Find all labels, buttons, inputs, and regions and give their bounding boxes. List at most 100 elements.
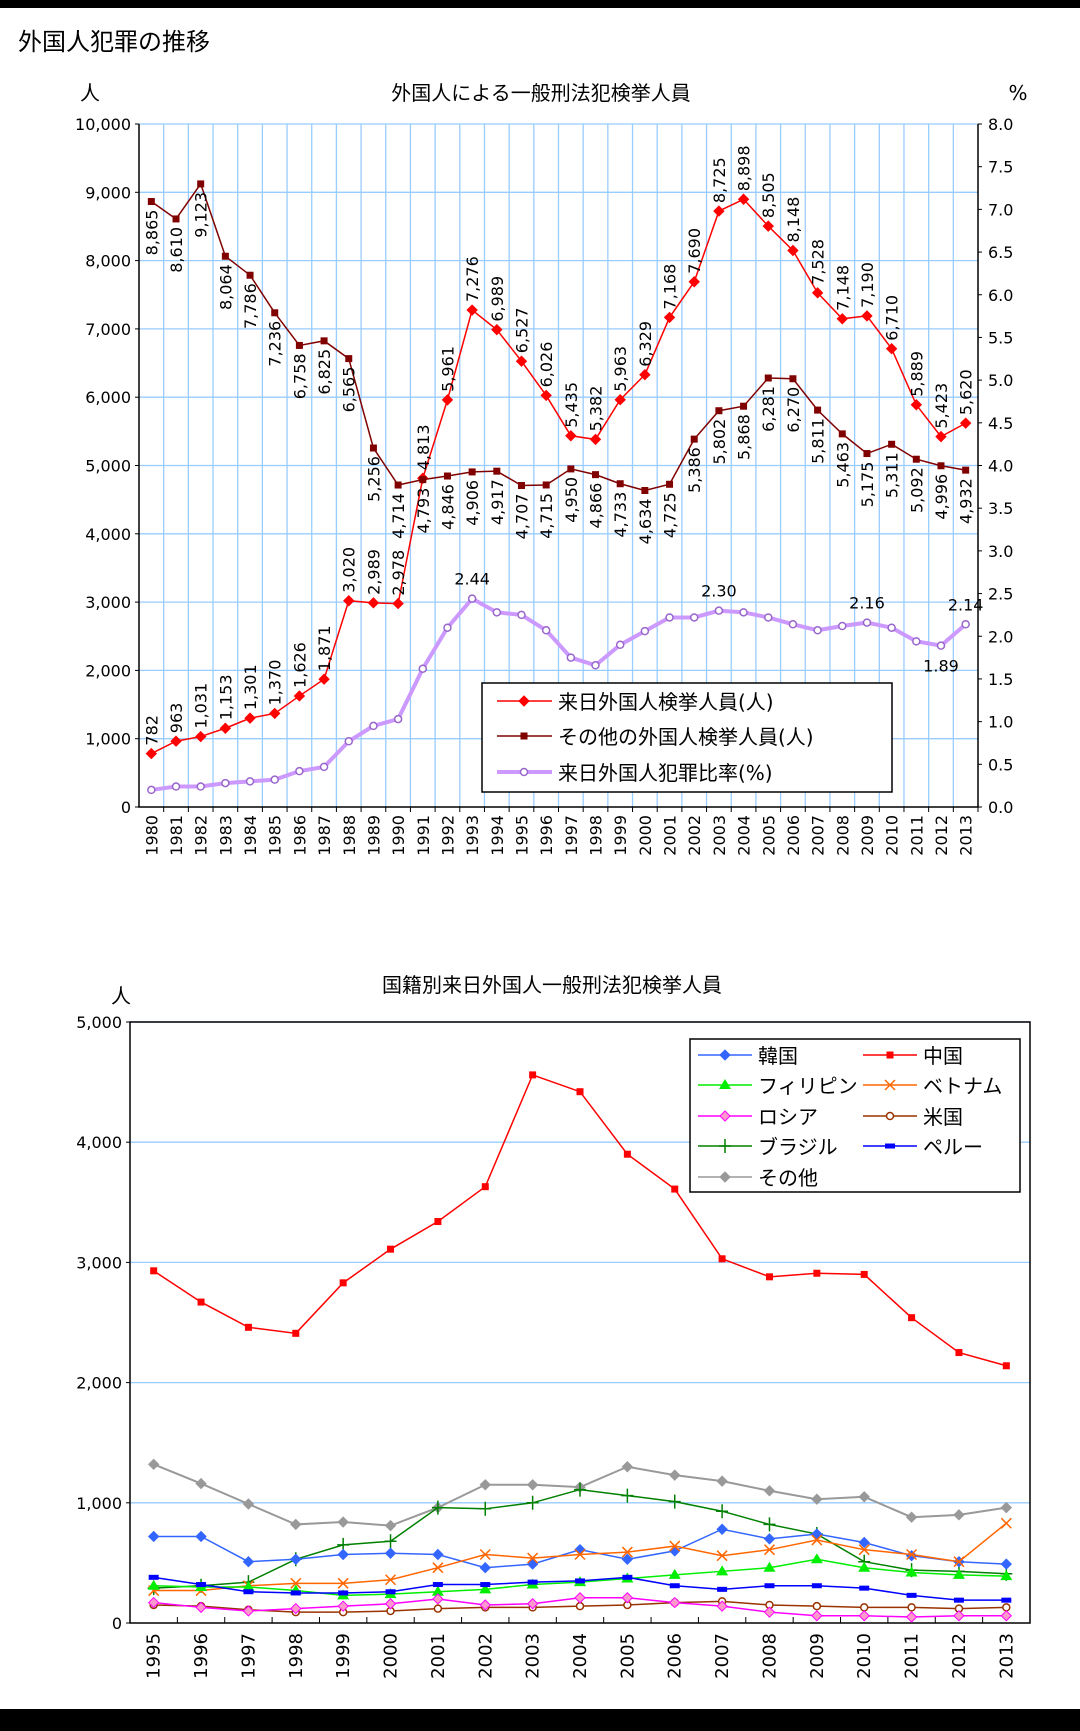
legend-label: 米国	[923, 1105, 963, 1129]
plot-area-2	[129, 1021, 1031, 1624]
data-label: 4,950	[562, 477, 581, 523]
data-point-5	[907, 1603, 916, 1612]
y-axis-unit: 人	[111, 984, 131, 1008]
data-label: 2,978	[389, 550, 408, 596]
legend-label: 中国	[923, 1044, 963, 1068]
data-point-2	[763, 1561, 776, 1572]
legend-label: ブラジル	[758, 1135, 838, 1159]
data-point-1	[592, 471, 600, 479]
y2-axis-unit: %	[1008, 81, 1027, 105]
data-label: 5,382	[587, 386, 606, 432]
data-label: 5,620	[957, 369, 976, 415]
data-point-2	[887, 623, 896, 632]
data-point-7	[148, 1574, 159, 1580]
data-point-1	[493, 467, 501, 475]
data-point-2	[665, 613, 674, 622]
data-point-0	[392, 597, 404, 610]
data-point-2	[566, 653, 576, 662]
data-point-0	[367, 597, 380, 609]
ratio-data-label: 2.16	[849, 594, 885, 613]
data-label: 1,626	[290, 642, 309, 688]
data-point-4	[479, 1599, 491, 1611]
data-point-0	[194, 730, 207, 743]
data-point-0	[713, 205, 725, 217]
y2-tick-label: 4.5	[988, 414, 1013, 433]
data-point-7	[717, 1586, 728, 1592]
data-point-1	[908, 1314, 916, 1322]
data-point-3	[953, 1556, 965, 1568]
data-point-0	[269, 707, 281, 720]
data-label: 5,463	[833, 442, 852, 488]
ratio-data-label: 2.14	[948, 595, 984, 614]
data-point-8	[147, 1458, 160, 1471]
y-tick-label: 1,000	[76, 1494, 122, 1513]
data-point-0	[337, 1548, 349, 1561]
data-point-2	[912, 637, 921, 646]
data-point-0	[432, 1548, 444, 1561]
data-label: 1,031	[192, 683, 211, 729]
data-point-1	[955, 1349, 963, 1357]
chart-title: 国籍別来日外国人一般刑法犯検挙人員	[382, 973, 722, 997]
data-label: 8,865	[142, 210, 161, 256]
x-tick-label: 2013	[957, 815, 976, 856]
x-tick-label: 1996	[537, 815, 556, 856]
data-label: 5,802	[710, 419, 729, 465]
data-point-7	[1001, 1597, 1012, 1603]
data-label: 7,690	[685, 228, 704, 274]
data-point-0	[762, 220, 774, 232]
data-point-2	[813, 626, 822, 635]
data-label: 9,123	[192, 192, 211, 238]
data-label: 5,889	[907, 351, 926, 397]
data-label: 4,707	[512, 494, 531, 540]
x-tick-label: 1993	[463, 815, 482, 856]
data-point-0	[763, 1533, 776, 1545]
data-point-2	[431, 1585, 444, 1596]
data-point-7	[432, 1582, 443, 1588]
data-point-6	[384, 1534, 397, 1549]
data-point-0	[515, 355, 528, 367]
x-tick-label: 2007	[809, 815, 828, 856]
data-point-3	[621, 1546, 633, 1558]
data-point-1	[434, 1218, 442, 1226]
x-tick-label: 1995	[512, 815, 531, 856]
data-point-2	[418, 664, 428, 673]
data-label: 8,898	[735, 145, 754, 191]
data-label: 1,370	[266, 660, 285, 706]
x-tick-label: 2011	[907, 815, 926, 856]
y2-tick-label: 8.0	[988, 115, 1013, 134]
data-point-6	[621, 1488, 634, 1503]
data-point-7	[669, 1583, 680, 1589]
data-point-8	[621, 1461, 634, 1473]
data-point-5	[812, 1601, 822, 1611]
data-point-0	[318, 673, 330, 685]
x-tick-label: 1992	[438, 815, 457, 856]
legend-marker	[886, 1051, 894, 1059]
data-point-0	[910, 399, 923, 411]
legend-label: ペルー	[923, 1135, 983, 1159]
data-point-2	[668, 1568, 681, 1579]
data-point-0	[195, 1530, 207, 1543]
data-point-2	[492, 608, 502, 617]
data-label: 4,846	[438, 484, 457, 530]
data-label: 5,092	[907, 467, 926, 513]
legend-label: その他	[758, 1166, 818, 1190]
data-point-7	[764, 1583, 775, 1589]
y2-tick-label: 1.5	[988, 670, 1013, 689]
legend-label: その他の外国人検挙人員(人)	[558, 725, 814, 749]
data-label: 7,528	[809, 239, 828, 285]
data-label: 7,236	[266, 321, 285, 367]
data-label: 5,175	[858, 462, 877, 508]
data-point-7	[338, 1590, 349, 1596]
data-point-5	[859, 1603, 869, 1612]
data-label: 7,168	[661, 264, 680, 310]
x-tick-label: 2012	[949, 1633, 970, 1679]
data-label: 4,725	[661, 492, 680, 538]
data-label: 8,505	[759, 172, 778, 218]
data-point-2	[443, 623, 452, 632]
data-point-4	[716, 1600, 728, 1612]
y-tick-label: 8,000	[85, 252, 131, 271]
data-point-1	[468, 468, 476, 476]
y2-tick-label: 0.5	[988, 755, 1013, 774]
data-point-2	[689, 613, 699, 622]
